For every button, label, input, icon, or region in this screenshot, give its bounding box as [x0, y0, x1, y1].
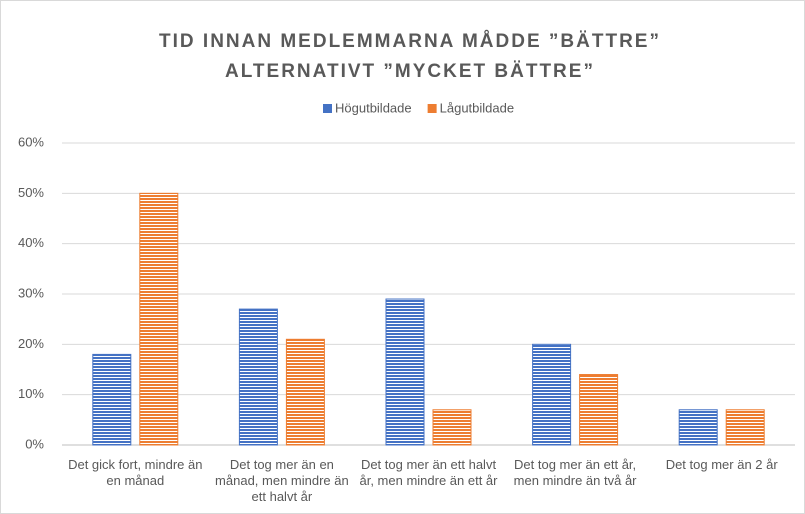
y-tick-label: 60%	[18, 134, 44, 149]
bar	[725, 409, 765, 446]
bar	[432, 409, 472, 446]
x-tick-label: Det tog mer än 2 år	[665, 457, 778, 472]
x-tick-label: Det gick fort, mindre än en månad	[68, 457, 203, 488]
bar	[238, 308, 278, 446]
x-tick-label: Det tog mer än ett år, men mindre än två…	[513, 457, 637, 488]
x-tick-label: Det tog mer än en månad, men mindre än e…	[215, 457, 349, 504]
bar	[532, 343, 572, 446]
bar	[579, 374, 619, 446]
legend-swatch	[427, 104, 437, 113]
y-tick-label: 20%	[18, 336, 44, 351]
bar	[139, 192, 179, 446]
legend-swatch	[323, 104, 332, 113]
y-tick-label: 50%	[18, 185, 44, 200]
bar	[678, 409, 718, 446]
chart-title: TID INNAN MEDLEMMARNA MÅDDE ”BÄTTRE”	[159, 31, 661, 52]
bar	[92, 353, 132, 446]
x-tick-label: Det tog mer än ett halvt år, men mindre …	[359, 457, 498, 488]
y-tick-label: 0%	[25, 436, 44, 451]
legend-label: Lågutbildade	[440, 100, 514, 115]
chart-title: ALTERNATIVT ”MYCKET BÄTTRE”	[225, 61, 595, 82]
y-tick-label: 40%	[18, 235, 44, 250]
bar	[385, 298, 425, 446]
y-tick-label: 10%	[18, 386, 44, 401]
legend-label: Högutbildade	[335, 100, 412, 115]
bar	[285, 338, 325, 446]
y-tick-label: 30%	[18, 285, 44, 300]
